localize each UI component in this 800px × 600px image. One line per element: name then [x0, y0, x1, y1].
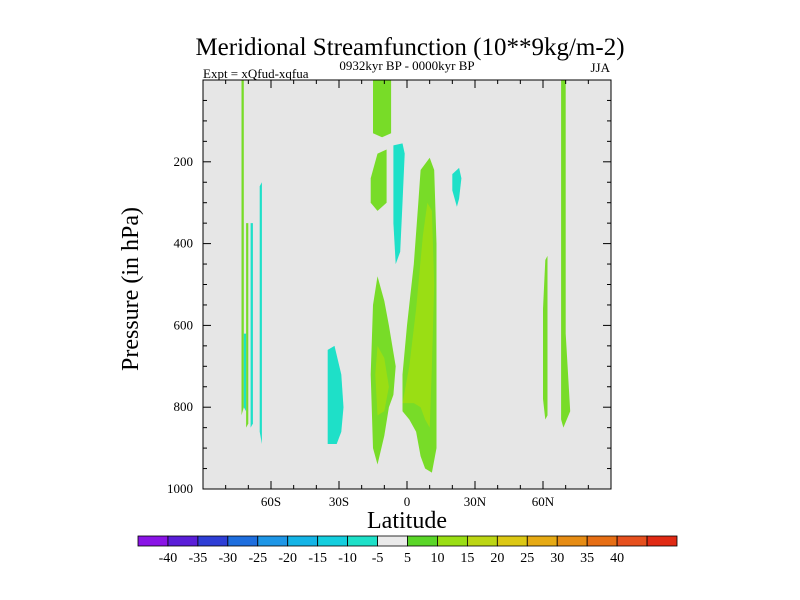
season-label: JJA: [590, 60, 610, 75]
colorbar-swatch: [137, 535, 169, 547]
colorbar-label: -35: [189, 551, 208, 566]
contour-region-14: [543, 255, 548, 420]
colorbar: -40 -35 -30 -25 -20 -15 -10 -5 5 10 15 20 25 30 35 40: [137, 535, 678, 566]
y-tick-label: 600: [174, 317, 194, 332]
contour-region-6: [370, 149, 387, 211]
contour-region-10: [375, 345, 389, 416]
colorbar-swatch: [407, 535, 438, 547]
contour-region-11: [402, 202, 435, 428]
colorbar-swatch: [496, 535, 528, 547]
colorbar-swatch: [646, 535, 678, 547]
colorbar-swatch: [556, 535, 588, 547]
contour-region-5: [373, 80, 392, 138]
colorbar-label: 40: [610, 551, 624, 566]
y-tick-label: 200: [174, 154, 194, 169]
contour-region-1: [246, 223, 249, 428]
y-axis-label: Pressure (in hPa): [118, 207, 144, 371]
y-tick-label: 400: [174, 236, 194, 251]
contour-region-13: [327, 345, 344, 444]
colorbar-label: -40: [159, 551, 178, 566]
y-tick-label: 800: [174, 399, 194, 414]
y-axis: 200 400 600 800 1000: [167, 79, 611, 496]
colorbar-label: -15: [308, 551, 327, 566]
colorbar-swatch: [437, 535, 468, 547]
contour-region-7: [393, 143, 405, 265]
x-tick-label: 30N: [464, 494, 487, 509]
y-tick-label: 1000: [167, 481, 193, 496]
x-tick-label: 30S: [329, 494, 349, 509]
contour-region-3: [250, 223, 253, 428]
colorbar-swatch: [347, 535, 378, 547]
x-axis-label: Latitude: [367, 508, 447, 534]
plot-area: [202, 79, 612, 490]
colorbar-label: -20: [278, 551, 297, 566]
colorbar-label: 10: [430, 551, 444, 566]
contour-region-12: [452, 167, 462, 207]
contour-region-2: [243, 333, 247, 412]
colorbar-label: 30: [550, 551, 564, 566]
colorbar-label: 15: [460, 551, 474, 566]
x-tick-label: 0: [404, 494, 411, 509]
x-tick-label: 60S: [261, 494, 281, 509]
colorbar-swatch: [227, 535, 259, 547]
colorbar-label: -10: [338, 551, 357, 566]
contour-region-15: [561, 80, 571, 428]
plot-background: [203, 80, 611, 489]
contour-region-4: [259, 182, 262, 445]
colorbar-label: -5: [372, 551, 384, 566]
x-axis: 60S 30S 0 30N 60N: [202, 80, 612, 509]
colorbar-label: -25: [248, 551, 267, 566]
colorbar-swatch: [197, 535, 229, 547]
colorbar-label: 5: [404, 551, 411, 566]
colorbar-label: 20: [490, 551, 504, 566]
experiment-label: Expt = xQfud-xqfua: [203, 66, 309, 81]
colorbar-swatch: [586, 535, 618, 547]
colorbar-label: 35: [580, 551, 594, 566]
colorbar-swatch: [526, 535, 558, 547]
x-tick-label: 60N: [532, 494, 555, 509]
colorbar-label: -30: [218, 551, 237, 566]
colorbar-label: 25: [520, 551, 534, 566]
contour-region-0: [241, 80, 244, 416]
colorbar-swatch: [317, 535, 349, 547]
colorbar-swatch: [287, 535, 319, 547]
chart-title: Meridional Streamfunction (10**9kg/m-2): [195, 34, 624, 61]
colorbar-swatch: [466, 535, 498, 547]
time-range-label: 0932kyr BP - 0000kyr BP: [339, 58, 474, 73]
colorbar-swatch: [616, 535, 648, 547]
colorbar-swatch: [377, 535, 408, 547]
colorbar-swatch: [167, 535, 199, 547]
colorbar-swatch: [257, 535, 289, 547]
